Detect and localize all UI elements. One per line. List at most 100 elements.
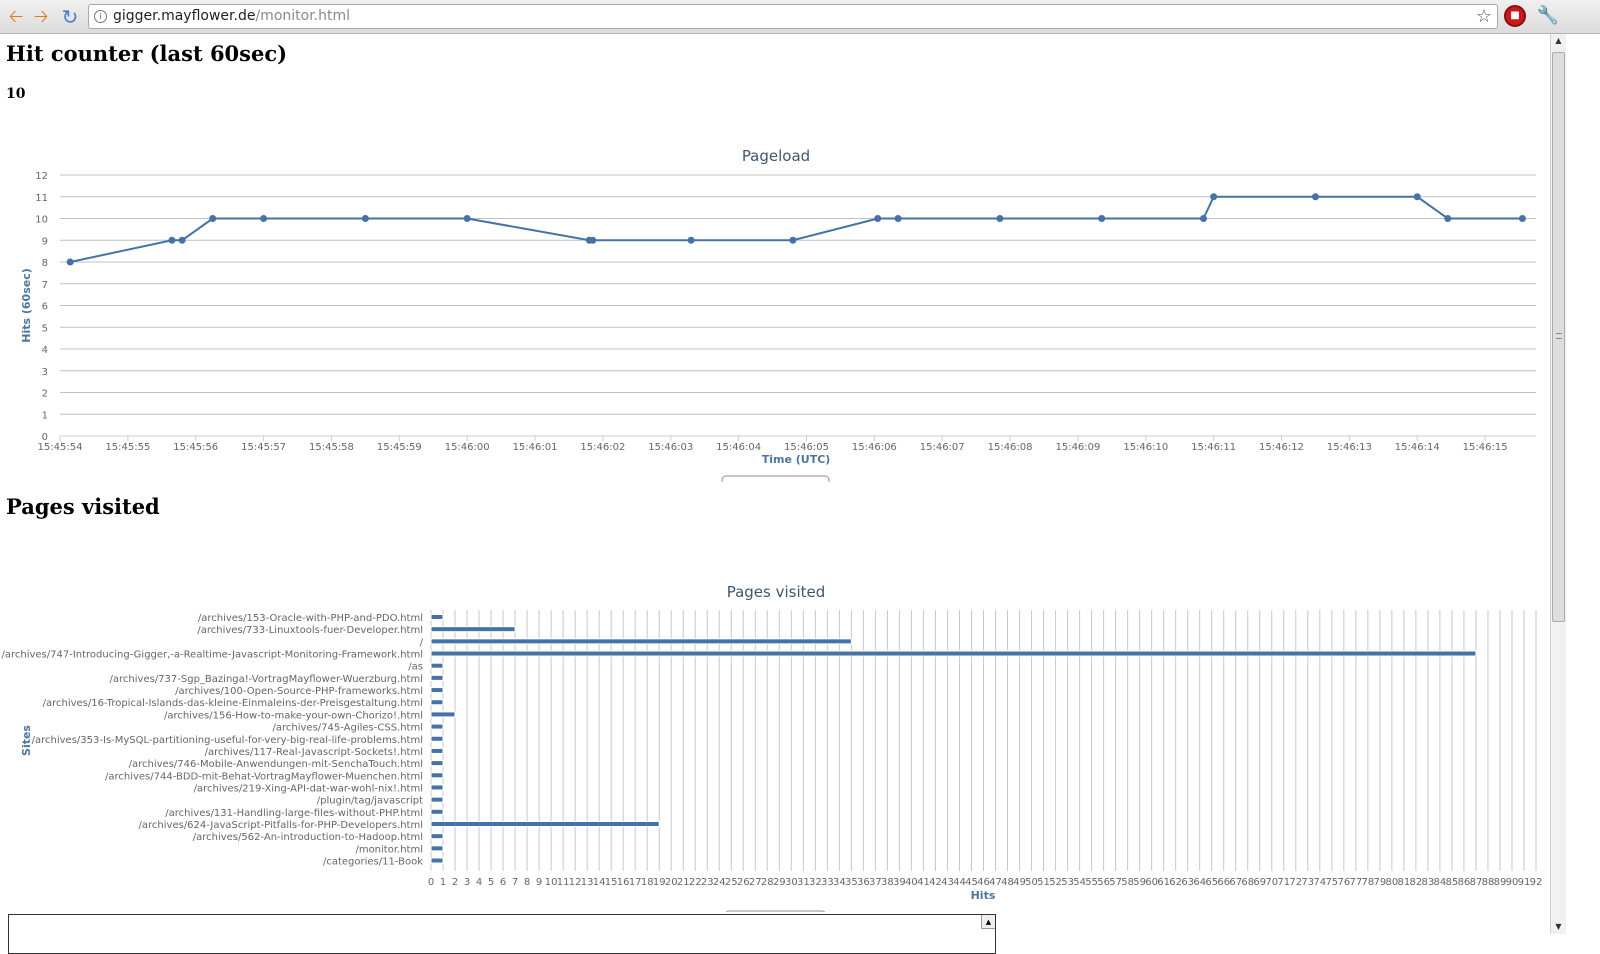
hit-tick-label: 69 [1253,877,1266,888]
hit-tick-label: 29 [773,877,786,888]
wrench-menu-icon[interactable]: 🔧 [1536,5,1560,26]
hit-tick-label: 74 [1313,877,1326,888]
hit-tick-label: 45 [965,877,978,888]
url-text[interactable]: gigger.mayflower.de/monitor.html [113,8,351,24]
data-point [209,215,217,222]
data-point [260,215,268,222]
scrollbar-thumb[interactable] [1552,52,1565,622]
scrollbar-grip-icon [1556,333,1562,339]
data-point [178,236,186,244]
page-info-icon[interactable]: i [94,10,107,23]
pageload-bar [430,772,444,779]
x-tick-label: 15:46:15 [1463,442,1508,453]
pageload-bar [430,857,444,864]
hit-tick-label: 31 [797,877,810,888]
y-tick-label: 4 [42,345,48,356]
hit-tick-label: 72 [1289,877,1302,888]
hit-tick-label: 61 [1157,877,1170,888]
legend-label: Hits (60sec) [750,481,816,482]
address-bar[interactable]: i gigger.mayflower.de/monitor.html ☆ [88,4,1498,29]
x-tick-label: 15:45:56 [173,442,218,453]
pageload-bar [430,614,444,620]
data-point [66,258,74,266]
hit-tick-label: 71 [1277,877,1290,888]
pageload-bar [430,808,444,815]
pageload-bar [430,711,456,718]
site-label: /archives/562-An-introduction-to-Hadoop.… [193,832,423,843]
series-line-hits [69,195,1523,263]
scroll-up-arrow-icon[interactable]: ▲ [1555,36,1562,45]
hit-tick-label: 15 [605,877,618,888]
x-tick-label: 15:45:58 [309,442,354,453]
page-scrollbar[interactable]: ▲ ▼ [1550,34,1566,934]
site-label: /archives/100-Open-Source-PHP-frameworks… [175,686,423,697]
hit-tick-label: 37 [869,877,882,888]
log-textarea[interactable]: ▲ [8,914,996,954]
hit-tick-label: 44 [953,877,966,888]
hit-tick-label: 64 [1193,877,1206,888]
pageload-bar [430,833,444,840]
data-point [874,215,882,222]
x-tick-label: 15:46:05 [784,442,829,453]
x-tick-label: 15:46:06 [852,442,897,453]
hit-tick-label: 25 [725,877,738,888]
reload-icon[interactable]: ↻ [61,5,79,29]
hit-tick-label: 82 [1410,877,1423,888]
data-point [894,215,902,222]
y-tick-label: 9 [42,236,48,247]
hit-tick-label: 26 [737,877,750,888]
site-label: / [420,637,424,648]
hit-tick-label: 58 [1121,877,1134,888]
data-point [1444,215,1452,222]
site-label: /archives/746-Mobile-Anwendungen-mit-Sen… [129,759,423,770]
site-label: /archives/733-Linuxtools-fuer-Developer.… [197,625,423,636]
textarea-scroll-up-icon[interactable]: ▲ [981,915,995,929]
hit-tick-label: 11 [557,877,570,888]
x-tick-label: 15:46:12 [1259,442,1304,453]
pageload-bar [430,820,660,827]
data-point [1199,215,1207,222]
x-tick-label: 15:46:09 [1055,442,1100,453]
hit-tick-label: 39 [893,877,906,888]
hit-tick-label: 88 [1482,877,1495,888]
data-point [463,215,471,222]
data-point [1311,193,1319,201]
forward-arrow-icon[interactable]: 🡢 [33,6,49,27]
hit-tick-label: 90 [1506,877,1519,888]
scroll-down-arrow-icon[interactable]: ▼ [1555,922,1562,931]
pageload-bar [430,735,444,742]
hit-tick-label: 41 [917,877,930,888]
back-arrow-icon[interactable]: 🡠 [8,6,24,27]
y-tick-label: 8 [42,258,48,269]
hit-tick-label: 0 [428,877,434,888]
y-tick-label: 0 [42,432,48,443]
extension-stop-icon[interactable]: ■ [1504,5,1526,27]
bookmark-star-icon[interactable]: ☆ [1475,6,1492,27]
hit-tick-label: 7 [512,877,518,888]
hit-tick-label: 34 [833,877,846,888]
site-label: /archives/131-Handling-large-files-witho… [165,808,423,819]
x-tick-label: 15:46:04 [716,442,761,453]
hit-tick-label: 1 [440,877,446,888]
hit-tick-label: 2 [452,877,458,888]
data-point [1210,193,1218,201]
hit-tick-label: 62 [1169,877,1182,888]
hit-tick-label: 87 [1470,877,1483,888]
x-tick-label: 15:46:07 [920,442,965,453]
hit-tick-label: 6 [500,877,506,888]
hit-tick-label: 20 [665,877,678,888]
page-content: Hit counter (last 60sec) 10 Pageload 0 1 2 3… [0,34,1550,954]
line-chart-title: Pageload [742,147,810,165]
x-tick-label: 15:46:08 [988,442,1033,453]
hit-tick-label: 83 [1422,877,1435,888]
y-tick-label: 12 [35,171,48,182]
hit-tick-label: 38 [881,877,894,888]
hit-tick-label: 17 [629,877,642,888]
site-label: /archives/219-Xing-API-dat-war-wohl-nix!… [194,783,423,794]
site-label: /archives/744-BDD-mit-Behat-VortragMayfl… [105,771,423,782]
data-point [168,236,176,244]
data-point [789,236,797,244]
x-tick-label: 15:46:13 [1327,442,1372,453]
pageload-bar [430,626,516,633]
